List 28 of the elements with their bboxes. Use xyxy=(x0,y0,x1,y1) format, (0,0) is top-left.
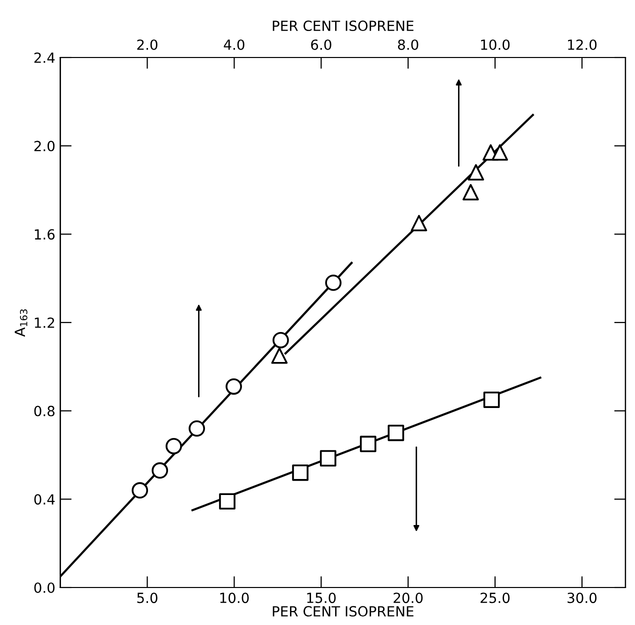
x-axis-title: PER CENT ISOPRENE xyxy=(272,606,414,617)
point xyxy=(483,392,500,408)
x-tick-label: 25.0 xyxy=(480,592,510,604)
x-tick-label: 5.0 xyxy=(137,592,158,604)
x-tick-label: 15.0 xyxy=(307,592,336,604)
y-tick-label: 0.4 xyxy=(34,494,55,505)
x2-tick-label: 10.0 xyxy=(481,39,510,50)
x2-tick-label: 8.0 xyxy=(398,39,418,50)
x-tick-label: 10.0 xyxy=(220,592,249,604)
point xyxy=(320,450,336,466)
x2-tick-label: 2.0 xyxy=(137,39,158,50)
point xyxy=(388,424,404,442)
x-tick-label: 30.0 xyxy=(568,592,597,604)
x2-tick-label: 6.0 xyxy=(311,39,332,50)
point xyxy=(292,464,308,481)
y-tick-label: 0.0 xyxy=(34,582,55,593)
x2-tick-label: 4.0 xyxy=(224,39,244,50)
y-tick-label: 1.6 xyxy=(34,229,55,240)
y-tick-label: 0.8 xyxy=(34,406,55,416)
y-tick-label: 1.2 xyxy=(34,317,54,328)
x-tick-label: 20.0 xyxy=(394,592,423,604)
y-tick-label: 2.0 xyxy=(34,140,55,152)
point xyxy=(360,436,376,452)
y-tick-label: 2.4 xyxy=(34,52,55,63)
point xyxy=(219,493,236,510)
y-axis-title: A$_{163}$ xyxy=(14,309,28,337)
x2-axis-title: PER CENT ISOPRENE xyxy=(272,20,414,32)
x2-tick-label: 12.0 xyxy=(568,39,597,50)
